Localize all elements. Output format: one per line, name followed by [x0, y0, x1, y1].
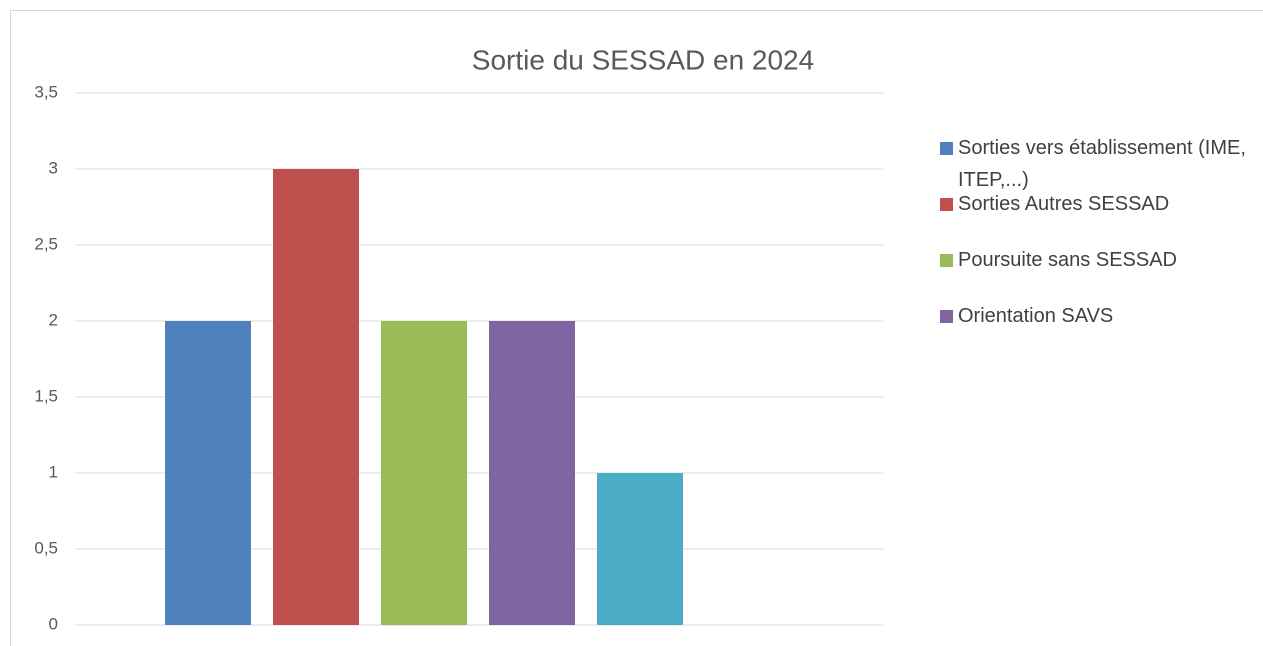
y-tick-label: 0 [49, 614, 58, 633]
legend-entry: Poursuite sans SESSAD [940, 244, 1252, 276]
bar [597, 473, 683, 625]
legend-entry: Sorties vers établissement (IME, ITEP,..… [940, 132, 1252, 196]
chart-border [10, 10, 1263, 646]
legend-swatch [940, 254, 953, 267]
y-tick-label: 3,5 [34, 82, 58, 101]
legend-entry: Orientation SAVS [940, 300, 1252, 332]
legend-entry: Sorties Autres SESSAD [940, 188, 1252, 220]
legend-label: Orientation SAVS [958, 305, 1114, 327]
legend-swatch [940, 310, 953, 323]
chart-title: Sortie du SESSAD en 2024 [472, 44, 814, 75]
y-tick-label: 2 [49, 310, 58, 329]
bar [273, 169, 359, 625]
legend-label: Poursuite sans SESSAD [958, 249, 1177, 271]
legend-label: Sorties Autres SESSAD [958, 193, 1170, 215]
y-tick-label: 3 [49, 158, 58, 177]
legend-swatch [940, 142, 953, 155]
legend-label: Sorties vers établissement (IME, ITEP,..… [958, 137, 1246, 191]
y-tick-label: 1 [49, 462, 58, 481]
bar [165, 321, 251, 625]
legend: Sorties vers établissement (IME, ITEP,..… [940, 132, 1252, 332]
y-tick-label: 2,5 [34, 234, 58, 253]
legend-swatch [940, 198, 953, 211]
bar [381, 321, 467, 625]
bar [489, 321, 575, 625]
y-tick-label: 0,5 [34, 538, 58, 557]
y-tick-label: 1,5 [34, 386, 58, 405]
